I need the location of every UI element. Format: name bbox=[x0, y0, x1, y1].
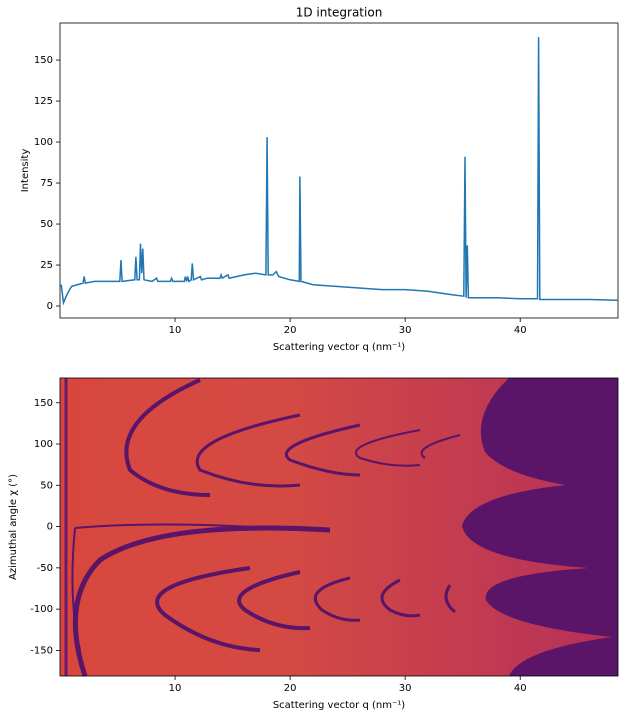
y-tick-label: 0 bbox=[47, 301, 53, 312]
y-tick-label: -100 bbox=[30, 604, 53, 615]
x-tick-label: 30 bbox=[399, 325, 412, 336]
y-tick-label: 50 bbox=[40, 480, 53, 491]
chart-title: 1D integration bbox=[296, 6, 383, 20]
x-tick-label: 20 bbox=[284, 325, 297, 336]
y-tick-label: 75 bbox=[40, 178, 53, 189]
y-tick-label: 125 bbox=[34, 96, 53, 107]
y-tick-label: 100 bbox=[34, 137, 53, 148]
x-tick-label: 10 bbox=[169, 325, 182, 336]
y-tick-label: 50 bbox=[40, 219, 53, 230]
x-tick-label: 20 bbox=[284, 683, 297, 694]
x-tick-label: 40 bbox=[514, 325, 527, 336]
y-tick-label: -50 bbox=[37, 563, 53, 574]
y-tick-label: 150 bbox=[34, 55, 53, 66]
y-tick-label: 25 bbox=[40, 260, 53, 271]
plot-frame bbox=[59, 22, 619, 319]
data-line bbox=[60, 37, 619, 306]
y-tick-label: -150 bbox=[30, 645, 53, 656]
y-tick-label: 150 bbox=[34, 398, 53, 409]
y-tick-label: 0 bbox=[47, 522, 53, 533]
x-tick-label: 10 bbox=[169, 683, 182, 694]
x-axis-label: Scattering vector q (nm⁻¹) bbox=[273, 700, 405, 711]
heatmap-image bbox=[60, 378, 618, 677]
x-tick-label: 40 bbox=[514, 683, 527, 694]
y-axis-label: Intensity bbox=[20, 149, 31, 193]
x-axis-label: Scattering vector q (nm⁻¹) bbox=[273, 342, 405, 353]
x-tick-label: 30 bbox=[399, 683, 412, 694]
y-tick-label: 100 bbox=[34, 439, 53, 450]
y-axis-label: Azimuthal angle χ (°) bbox=[8, 474, 19, 580]
plot-frame bbox=[59, 377, 619, 677]
